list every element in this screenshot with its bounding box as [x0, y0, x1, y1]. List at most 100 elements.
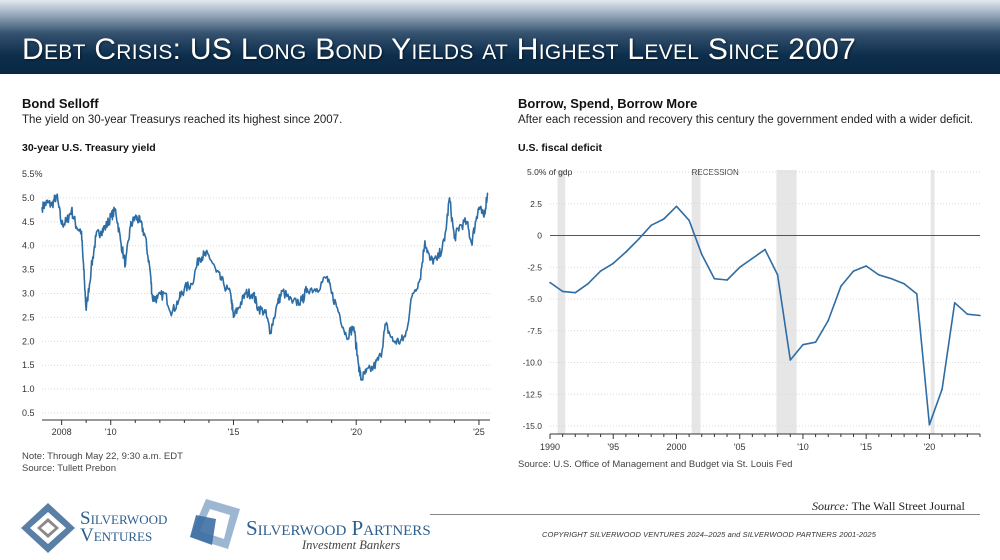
yield-point: [95, 235, 97, 237]
title-banner: Debt Crisis: US Long Bond Yields at High…: [0, 0, 1000, 74]
yield-point: [475, 216, 478, 218]
silverwood-partners-logo-icon: [190, 499, 240, 549]
yield-point: [466, 221, 468, 223]
yield-point: [85, 309, 87, 311]
recession-band: [691, 170, 701, 434]
y-tick-label: 3.0: [22, 289, 35, 299]
deficit-point: [878, 274, 880, 276]
y-tick-label: -12.5: [523, 389, 543, 399]
x-tick-label: '10: [105, 427, 117, 437]
x-tick-label: '15: [860, 442, 872, 452]
x-tick-label: '95: [607, 442, 619, 452]
yield-point: [360, 378, 362, 381]
yield-point: [412, 292, 414, 295]
yield-point: [51, 204, 53, 206]
yield-point: [372, 366, 374, 369]
left-chart-label: 30-year U.S. Treasury yield: [22, 142, 156, 154]
deficit-point: [587, 282, 589, 285]
yield-point: [124, 264, 127, 266]
deficit-point: [713, 277, 716, 280]
x-tick-label: 2000: [666, 442, 686, 452]
yield-point: [443, 240, 446, 242]
deficit-point: [637, 238, 640, 241]
deficit-point: [802, 343, 804, 346]
yield-point: [365, 371, 367, 373]
yield-point: [237, 307, 239, 309]
yield-point: [424, 240, 426, 242]
yield-point: [215, 271, 217, 273]
yield-point: [478, 206, 480, 209]
yield-point: [419, 278, 421, 280]
copyright-text: COPYRIGHT SILVERWOOD VENTURES 2024–2025 …: [542, 530, 876, 539]
yield-point: [105, 225, 107, 228]
yield-point: [301, 300, 303, 302]
deficit-point: [688, 219, 690, 222]
deficit-point: [663, 218, 665, 220]
yield-point: [316, 288, 318, 290]
yield-point: [486, 192, 489, 194]
yield-point: [470, 242, 473, 244]
yield-point: [65, 221, 68, 223]
logo2-name: Silverwood Partners: [246, 516, 431, 540]
yield-line: [41, 193, 489, 381]
yield-point: [183, 288, 185, 290]
yield-point: [208, 254, 210, 256]
y-tick-label: 5.0% of gdp: [527, 167, 573, 177]
y-tick-label: -7.5: [527, 326, 542, 336]
yield-point: [83, 269, 85, 271]
yield-point: [264, 312, 266, 314]
yield-point: [70, 209, 73, 211]
yield-point: [203, 254, 205, 256]
yield-point: [80, 230, 82, 232]
footer-divider: [430, 514, 980, 515]
yield-point: [404, 335, 406, 338]
yield-point: [306, 288, 308, 290]
recession-band: [930, 170, 935, 434]
yield-point: [448, 197, 451, 199]
silverwood-ventures-logo-icon: [21, 503, 75, 553]
logo2-tagline: Investment Bankers: [302, 538, 401, 552]
deficit-point: [599, 270, 602, 272]
deficit-point: [789, 359, 792, 361]
recession-band: [557, 170, 566, 434]
yield-point: [230, 295, 232, 297]
right-chart-source: Source: U.S. Office of Management and Bu…: [518, 459, 793, 470]
y-tick-label: 5.0: [22, 193, 35, 203]
yield-point: [483, 216, 485, 218]
x-tick-label: '20: [924, 442, 936, 452]
deficit-point: [726, 279, 728, 281]
deficit-point: [953, 302, 956, 304]
yield-point: [100, 230, 102, 232]
x-tick-label: '15: [228, 427, 240, 437]
y-tick-label: 3.5: [22, 265, 35, 275]
yield-point: [338, 312, 340, 314]
yield-point: [392, 340, 394, 342]
yield-point: [139, 221, 141, 223]
deficit-point: [675, 205, 678, 208]
deficit-point: [612, 262, 615, 265]
y-tick-label: 0: [537, 231, 542, 241]
deficit-point: [764, 248, 766, 251]
yield-point: [245, 292, 247, 295]
wsj-source: Source: The Wall Street Journal: [812, 499, 965, 514]
y-tick-label: -5.0: [527, 294, 542, 304]
left-chart-title: Bond Selloff: [22, 96, 99, 111]
deficit-point: [903, 282, 905, 285]
yield-point: [458, 225, 460, 228]
yield-point: [171, 312, 173, 314]
yield-point: [110, 216, 112, 218]
yield-point: [277, 302, 279, 304]
deficit-point: [979, 314, 981, 317]
deficit-point: [865, 265, 867, 267]
yield-point: [61, 223, 63, 225]
yield-point: [151, 297, 154, 299]
yield-point: [41, 206, 43, 209]
deficit-point: [840, 285, 842, 288]
deficit-point: [574, 291, 577, 294]
left-chart-subtitle: The yield on 30-year Treasurys reached i…: [22, 114, 343, 126]
yield-point: [90, 269, 92, 271]
right-chart-label: U.S. fiscal deficit: [518, 142, 603, 154]
deficit-point: [738, 266, 741, 269]
yield-point: [399, 340, 401, 342]
